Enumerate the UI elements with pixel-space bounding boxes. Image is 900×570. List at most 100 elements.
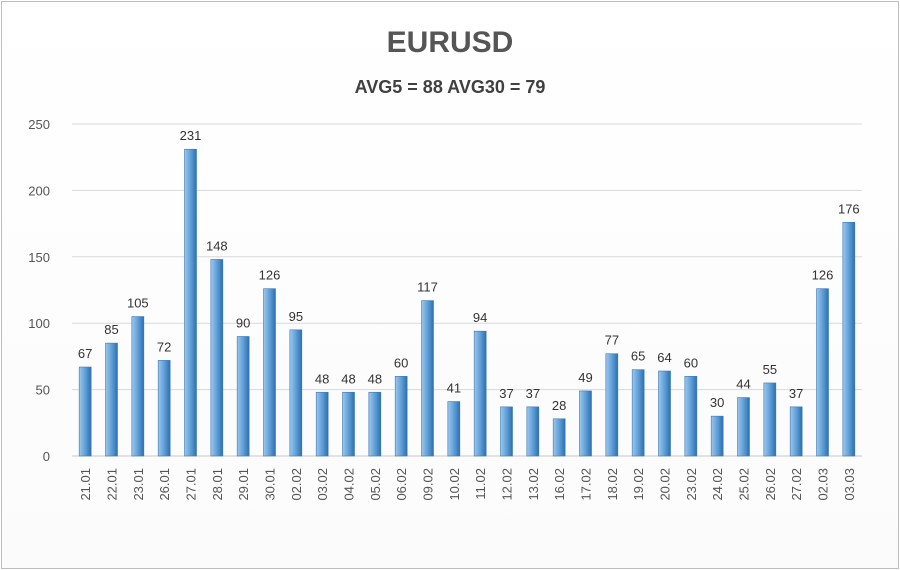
x-tick-label: 06.02	[394, 468, 409, 501]
x-tick-label: 25.02	[737, 468, 752, 501]
data-label: 44	[736, 377, 750, 392]
bar	[552, 418, 566, 457]
bar	[789, 406, 803, 457]
bar	[579, 390, 592, 457]
bar	[289, 329, 303, 457]
data-label: 60	[684, 355, 698, 370]
y-tick-label: 100	[28, 316, 50, 331]
x-tick-label: 03.03	[842, 468, 857, 501]
bar	[526, 406, 540, 457]
x-tick-label: 12.02	[500, 468, 515, 501]
data-label: 30	[710, 395, 724, 410]
data-label: 48	[341, 371, 355, 386]
data-label: 126	[812, 268, 834, 283]
data-label: 176	[838, 201, 860, 216]
data-label: 28	[552, 398, 566, 413]
x-tick-label: 20.02	[658, 468, 673, 501]
x-tick-label: 09.02	[421, 468, 436, 501]
data-label: 148	[206, 238, 228, 253]
x-tick-label: 28.01	[210, 468, 225, 501]
x-tick-label: 05.02	[368, 468, 383, 501]
data-label: 231	[180, 128, 202, 143]
bar	[684, 376, 698, 457]
data-label: 65	[631, 349, 645, 364]
y-tick-label: 150	[28, 250, 50, 265]
bars	[78, 148, 856, 457]
x-tick-label: 17.02	[579, 468, 594, 501]
bar	[394, 376, 408, 457]
bar	[368, 391, 382, 457]
data-label: 90	[236, 315, 250, 330]
bar	[131, 316, 145, 457]
bar	[447, 401, 461, 457]
bar	[421, 300, 434, 457]
y-tick-label: 50	[36, 383, 50, 398]
bar	[737, 397, 750, 457]
bar	[342, 391, 355, 457]
x-tick-label: 13.02	[526, 468, 541, 501]
bar	[658, 370, 671, 457]
x-tick-label: 22.01	[105, 468, 120, 501]
data-label: 48	[315, 371, 329, 386]
chart-title: EURUSD	[386, 26, 514, 59]
bar	[605, 353, 619, 457]
data-label: 126	[259, 268, 281, 283]
data-label: 37	[789, 386, 803, 401]
x-tick-label: 27.02	[789, 468, 804, 501]
x-tick-label: 23.01	[131, 468, 146, 501]
data-label: 48	[368, 371, 382, 386]
bar	[473, 330, 487, 457]
bar	[184, 148, 197, 457]
data-label: 117	[417, 280, 438, 295]
x-tick-label: 26.02	[763, 468, 778, 501]
bar	[236, 336, 250, 457]
bar	[500, 406, 513, 457]
x-tick-label: 11.02	[473, 468, 488, 500]
data-label: 72	[157, 339, 171, 354]
x-tick-label: 26.01	[157, 468, 172, 501]
x-tick-label: 02.02	[289, 468, 304, 501]
data-label: 49	[578, 370, 592, 385]
y-axis: 0 50 100 150 200 250	[28, 117, 50, 464]
data-label: 95	[289, 309, 303, 324]
data-label: 55	[763, 362, 777, 377]
x-tick-label: 23.02	[684, 468, 699, 501]
data-label: 41	[447, 381, 461, 396]
x-tick-label: 29.01	[236, 468, 251, 501]
chart-subtitle: AVG5 = 88 AVG30 = 79	[354, 77, 546, 97]
bar	[157, 360, 171, 457]
bar	[263, 288, 276, 457]
x-tick-label: 18.02	[605, 468, 620, 501]
x-tick-label: 02.03	[816, 468, 831, 501]
x-tick-label: 10.02	[447, 468, 462, 501]
bar	[315, 391, 329, 457]
data-labels: 67 85 105 72 231 148 90 126 95 48 48 48 60 117 41 94 37 3…	[78, 128, 860, 413]
y-tick-label: 0	[43, 449, 50, 464]
bar	[105, 342, 118, 457]
y-tick-label: 200	[28, 183, 50, 198]
x-tick-label: 03.02	[315, 468, 330, 501]
data-label: 37	[526, 386, 540, 401]
bar	[816, 288, 829, 457]
bar	[210, 259, 224, 457]
x-tick-label: 24.02	[710, 468, 725, 501]
bar	[842, 221, 856, 457]
data-label: 67	[78, 346, 92, 361]
data-label: 64	[657, 350, 671, 365]
bar	[710, 415, 724, 457]
data-label: 77	[605, 333, 619, 348]
x-tick-label: 30.01	[263, 468, 278, 501]
data-label: 94	[473, 310, 487, 325]
data-label: 37	[499, 386, 513, 401]
gridlines	[72, 123, 862, 457]
data-label: 85	[104, 322, 118, 337]
bar	[763, 382, 777, 457]
x-axis: 21.01 22.01 23.01 26.01 27.01 28.01 29.01 30.01…	[78, 468, 857, 501]
data-label: 105	[127, 296, 149, 311]
x-tick-label: 21.01	[78, 468, 93, 501]
data-label: 60	[394, 355, 408, 370]
bar	[631, 369, 645, 457]
bar	[78, 366, 92, 457]
